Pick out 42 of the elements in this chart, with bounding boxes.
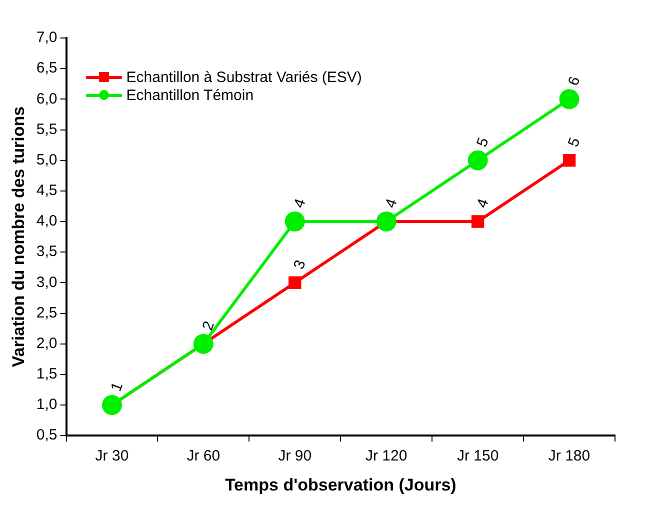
y-tick-label: 2,5 [36, 304, 58, 322]
y-tick-label: 3,5 [36, 243, 58, 260]
point [562, 154, 576, 167]
data-label: 2 [199, 318, 218, 333]
x-tick-label: Jr 150 [456, 448, 499, 465]
legend-label: Echantillon à Substrat Variés (ESV) [126, 68, 362, 86]
y-tick-label: 5,5 [36, 120, 58, 138]
y-tick-label: 1,0 [36, 396, 58, 414]
x-tick-label: Jr 60 [186, 448, 220, 465]
data-label: 6 [564, 74, 584, 88]
point [376, 212, 396, 232]
x-tick-label: Jr 30 [95, 448, 129, 465]
data-label: 5 [473, 135, 492, 150]
point [468, 150, 488, 170]
y-tick-label: 6,5 [36, 60, 58, 77]
y-tick-label: 3,0 [36, 274, 58, 291]
y-axis-title: Variation du nombre des turions [8, 106, 28, 368]
data-label: 5 [564, 135, 584, 150]
y-tick-label: 0,5 [36, 426, 58, 444]
y-tick-label: 2,0 [36, 334, 58, 352]
legend-label: Echantillon Témoin [126, 86, 254, 104]
y-tick-label: 1,5 [36, 366, 58, 383]
point [284, 212, 305, 232]
data-label: 4 [473, 196, 492, 210]
point [193, 334, 214, 354]
y-tick-label: 5,0 [36, 151, 58, 168]
y-tick-label: 4,0 [36, 212, 58, 230]
data-label: 4 [290, 196, 310, 210]
point [102, 395, 122, 416]
data-label: 3 [290, 258, 310, 272]
x-tick-label: Jr 180 [548, 448, 590, 465]
x-tick-label: Jr 90 [278, 448, 312, 465]
y-tick-label: 6,0 [36, 90, 58, 108]
data-label: 1 [108, 380, 126, 394]
data-label: 4 [382, 196, 401, 210]
x-tick-label: Jr 120 [366, 448, 408, 465]
point [288, 276, 302, 290]
y-tick-label: 4,5 [36, 182, 58, 200]
y-tick-label: 7,0 [36, 29, 58, 46]
point [559, 89, 580, 110]
point [471, 215, 484, 228]
x-axis-title: Temps d'observation (Jours) [224, 475, 456, 494]
